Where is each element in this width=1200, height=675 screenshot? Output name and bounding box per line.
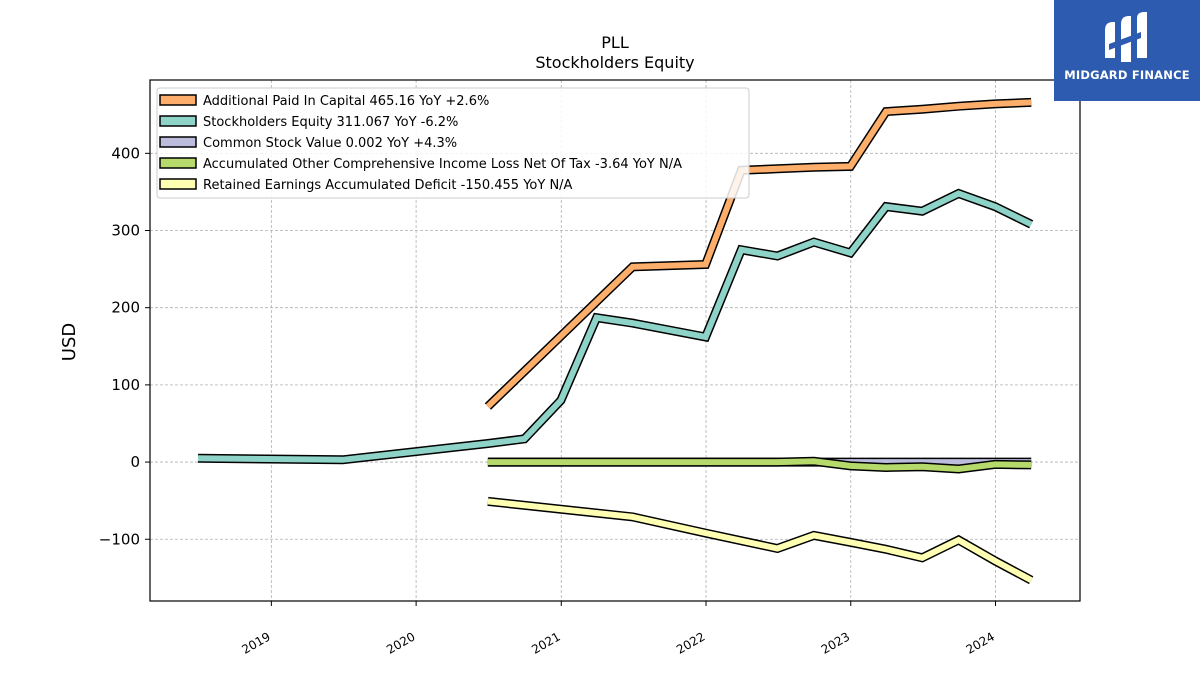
series-1	[197, 188, 1034, 465]
series-line	[487, 498, 1033, 583]
y-tick-label: 200	[111, 299, 140, 317]
x-tick-label: 2023	[819, 629, 852, 656]
series-layer	[197, 97, 1034, 585]
x-tick-label: 2024	[964, 629, 997, 656]
series-line	[487, 458, 1032, 473]
legend-swatch	[159, 136, 197, 148]
legend-label: Retained Earnings Accumulated Deficit -1…	[203, 178, 573, 193]
series-3	[487, 456, 1032, 474]
legend-swatch	[159, 115, 197, 127]
legend-label: Common Stock Value 0.002 YoY +4.3%	[203, 136, 457, 151]
logo-brand-text: MIDGARD FINANCE	[1064, 68, 1190, 82]
legend-swatch	[159, 157, 197, 169]
y-axis-label: USD	[59, 323, 80, 361]
legend: Additional Paid In Capital 465.16 YoY +2…	[156, 87, 750, 199]
series-0	[484, 97, 1032, 410]
legend-label: Additional Paid In Capital 465.16 YoY +2…	[203, 94, 489, 109]
series-line	[197, 190, 1033, 463]
x-tick-label: 2022	[674, 629, 707, 656]
x-ticks: 2019 2020 2021 2022 2023 2024	[239, 601, 997, 657]
legend-swatch	[159, 94, 197, 106]
plot-frame	[149, 79, 1081, 602]
legend-swatch	[159, 178, 197, 190]
legend-box	[156, 87, 750, 199]
legend-item: Accumulated Other Comprehensive Income L…	[159, 157, 682, 172]
y-tick-label: 400	[111, 144, 140, 162]
legend-label: Accumulated Other Comprehensive Income L…	[203, 157, 682, 172]
midgard-finance-logo: MIDGARD FINANCE	[1054, 0, 1200, 101]
series-line-outline	[197, 188, 1034, 465]
legend-item: Stockholders Equity 311.067 YoY -6.2%	[159, 115, 458, 130]
y-tick-label: 300	[111, 222, 140, 240]
series-line-outline	[487, 496, 1034, 585]
y-tick-label: 100	[111, 376, 140, 394]
midgard-logo-icon	[1105, 12, 1147, 62]
legend-item: Additional Paid In Capital 465.16 YoY +2…	[159, 94, 489, 109]
x-tick-label: 2020	[384, 629, 417, 656]
chart-title: PLL	[601, 33, 629, 52]
legend-item: Retained Earnings Accumulated Deficit -1…	[159, 178, 573, 193]
x-tick-label: 2019	[239, 629, 272, 656]
y-tick-label: 0	[130, 453, 140, 471]
y-tick-label: −100	[99, 530, 140, 548]
chart-subtitle: Stockholders Equity	[535, 53, 694, 72]
legend-item: Common Stock Value 0.002 YoY +4.3%	[159, 136, 457, 151]
series-4	[487, 496, 1034, 585]
series-line	[485, 99, 1032, 409]
legend-label: Stockholders Equity 311.067 YoY -6.2%	[203, 115, 458, 130]
x-tick-label: 2021	[529, 629, 562, 656]
y-ticks: −100 0 100 200 300 400	[99, 144, 150, 548]
